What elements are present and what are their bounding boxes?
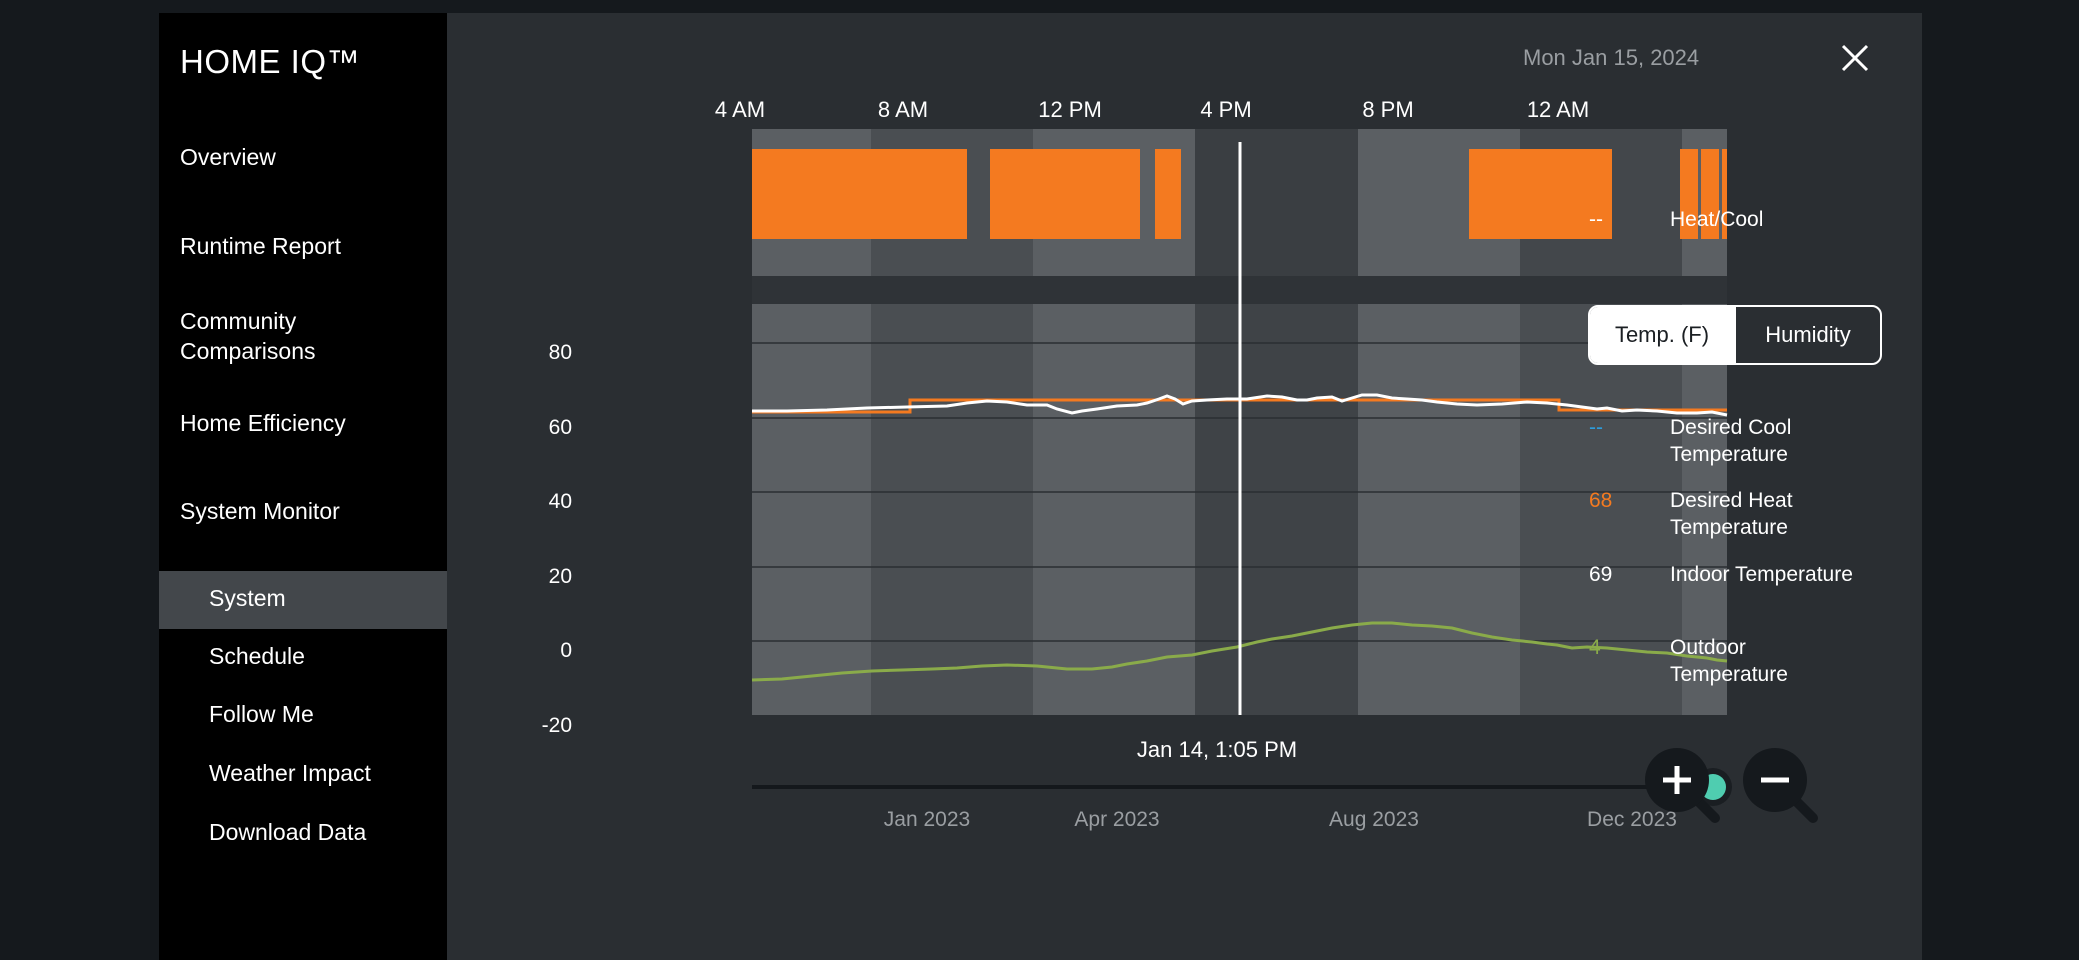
cursor-time-label: Jan 14, 1:05 PM bbox=[1136, 737, 1298, 762]
zoom-in-icon[interactable] bbox=[1637, 740, 1727, 830]
nav-home-efficiency[interactable]: Home Efficiency bbox=[180, 410, 346, 436]
subnav-weather-impact[interactable]: Weather Impact bbox=[159, 746, 447, 804]
main-panel: Mon Jan 15, 2024 4 AM 8 AM 12 PM 4 PM 8 … bbox=[447, 13, 1922, 960]
desired-heat-label: Desired Heat Temperature bbox=[1670, 489, 1793, 539]
nav-system-monitor[interactable]: System Monitor bbox=[180, 498, 340, 524]
zoom-out-icon[interactable] bbox=[1735, 740, 1825, 830]
outdoor-temp-value: 4 bbox=[1589, 636, 1601, 659]
outdoor-temp-label: Outdoor Temperature bbox=[1670, 636, 1788, 686]
y-tick-neg20: -20 bbox=[541, 714, 572, 737]
subnav-schedule[interactable]: Schedule bbox=[159, 629, 447, 687]
month-tick-apr-2023: Apr 2023 bbox=[1074, 808, 1160, 831]
desired-cool-value: -- bbox=[1589, 416, 1603, 439]
desired-cool-label: Desired Cool Temperature bbox=[1670, 416, 1792, 466]
heat-runtime-block bbox=[990, 149, 1140, 239]
system-chart bbox=[751, 129, 1732, 806]
current-date: Mon Jan 15, 2024 bbox=[1523, 45, 1700, 70]
humidity-toggle-button[interactable]: Humidity bbox=[1734, 307, 1880, 363]
heat-runtime-block bbox=[1701, 149, 1719, 239]
time-tick-12am: 12 AM bbox=[1526, 97, 1590, 122]
heat-runtime-block bbox=[1155, 149, 1181, 239]
brand-logo: HOME IQ™ bbox=[180, 43, 361, 80]
time-tick-12pm: 12 PM bbox=[1038, 97, 1102, 122]
desired-heat-line bbox=[752, 398, 1727, 414]
close-icon[interactable] bbox=[1835, 38, 1875, 78]
y-tick-40: 40 bbox=[548, 490, 572, 513]
subnav-download-data-label: Download Data bbox=[209, 819, 367, 845]
subnav-system[interactable]: System bbox=[159, 571, 447, 629]
subnav-schedule-label: Schedule bbox=[209, 643, 305, 669]
desired-heat-value: 68 bbox=[1589, 489, 1613, 512]
sidebar: HOME IQ™ Overview Runtime Report Communi… bbox=[159, 13, 447, 960]
subnav-system-label: System bbox=[209, 585, 286, 611]
outdoor-temp-line bbox=[751, 621, 1728, 682]
y-tick-80: 80 bbox=[548, 341, 572, 364]
month-tick-aug-2023: Aug 2023 bbox=[1329, 808, 1419, 831]
nav-community-comparisons[interactable]: Community Comparisons bbox=[180, 308, 316, 364]
month-tick-jan-2023: Jan 2023 bbox=[883, 808, 971, 831]
time-tick-4pm: 4 PM bbox=[1200, 97, 1252, 122]
indoor-temp-value: 69 bbox=[1589, 563, 1613, 586]
metric-toggle: Temp. (F) Humidity bbox=[1588, 305, 1882, 365]
y-tick-20: 20 bbox=[548, 565, 572, 588]
heat-runtime-block bbox=[752, 149, 967, 239]
indoor-temp-label: Indoor Temperature bbox=[1670, 563, 1853, 586]
nav-overview[interactable]: Overview bbox=[180, 144, 276, 170]
subnav-follow-me-label: Follow Me bbox=[209, 701, 314, 727]
temp-shade bbox=[1195, 304, 1358, 715]
subnav-download-data[interactable]: Download Data bbox=[159, 805, 447, 863]
heatcool-label: Heat/Cool bbox=[1670, 208, 1764, 231]
temp-toggle-button[interactable]: Temp. (F) bbox=[1590, 307, 1734, 363]
y-tick-0: 0 bbox=[560, 639, 572, 662]
time-tick-8am: 8 AM bbox=[877, 97, 929, 122]
heat-runtime-block bbox=[1680, 149, 1698, 239]
time-tick-8pm: 8 PM bbox=[1362, 97, 1414, 122]
subnav-follow-me[interactable]: Follow Me bbox=[159, 687, 447, 745]
app-window: HOME IQ™ Overview Runtime Report Communi… bbox=[159, 13, 1922, 960]
month-tick-dec-2023: Dec 2023 bbox=[1587, 808, 1677, 831]
heat-runtime-block bbox=[1722, 149, 1727, 239]
runtime-shade-6 bbox=[1195, 129, 1358, 276]
indoor-temp-line bbox=[752, 393, 1728, 417]
nav-runtime-report[interactable]: Runtime Report bbox=[180, 233, 342, 259]
heatcool-value: -- bbox=[1589, 208, 1603, 231]
y-tick-60: 60 bbox=[548, 416, 572, 439]
subnav-weather-impact-label: Weather Impact bbox=[209, 760, 371, 786]
time-tick-4am: 4 AM bbox=[714, 97, 766, 122]
heat-runtime-block bbox=[1469, 149, 1612, 239]
temp-shade bbox=[871, 304, 1033, 715]
